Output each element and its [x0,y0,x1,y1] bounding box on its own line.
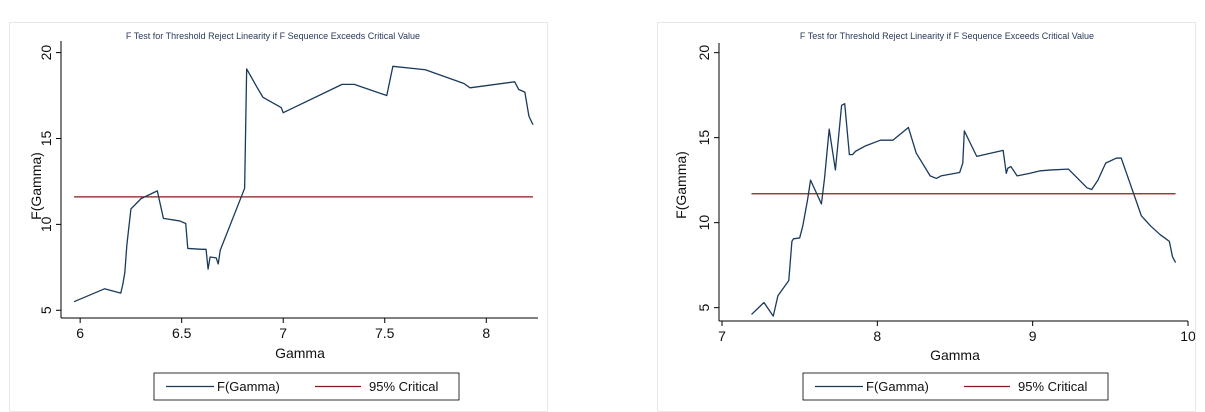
y-tick-label: 20 [38,45,54,61]
chart-title: F Test for Threshold Reject Linearity if… [126,31,420,41]
x-axis-ticks: 6 6.5 7 7.5 8 [76,318,490,341]
series-line-fgamma [751,103,1177,317]
x-tick-label: 10 [1180,328,1195,344]
y-tick-label: 20 [696,45,712,61]
chart-panel-right: F Test for Threshold Reject Linearity if… [657,22,1196,412]
legend-label-critical: 95% Critical [369,379,438,394]
legend-label-fgamma: F(Gamma) [217,379,280,394]
y-axis-label: F(Gamma) [673,151,689,219]
y-tick-label: 10 [696,215,712,231]
chart-left: F Test for Threshold Reject Linearity if… [28,31,538,401]
x-tick-label: 6.5 [172,325,192,341]
y-tick-label: 15 [38,130,54,146]
x-axis-label: Gamma [275,345,325,361]
y-axis-label: F(Gamma) [28,152,44,220]
x-axis-ticks: 7 8 9 10 [718,321,1195,344]
x-tick-label: 8 [873,328,881,344]
series-layer [751,103,1177,317]
x-axis-label: Gamma [930,347,980,363]
x-tick-label: 9 [1029,328,1037,344]
series-line-fgamma [73,65,534,303]
legend-label-critical: 95% Critical [1018,379,1087,394]
chart-panel-left: F Test for Threshold Reject Linearity if… [9,22,548,412]
x-tick-label: 7 [279,325,287,341]
legend-label-fgamma: F(Gamma) [866,379,929,394]
y-tick-label: 15 [696,130,712,146]
x-tick-label: 7 [718,328,726,344]
series-layer [73,65,534,303]
x-tick-label: 7.5 [375,325,395,341]
chart-right: F Test for Threshold Reject Linearity if… [673,31,1195,401]
x-tick-label: 6 [76,325,84,341]
y-tick-label: 10 [38,216,54,232]
y-tick-label: 5 [38,306,54,314]
chart-title: F Test for Threshold Reject Linearity if… [800,31,1094,41]
legend-box [802,372,1109,401]
y-axis-ticks: 5 10 15 20 [38,45,61,314]
y-tick-label: 5 [696,304,712,312]
legend-box [153,372,460,401]
y-axis-ticks: 5 10 15 20 [696,45,719,312]
x-tick-label: 8 [482,325,490,341]
